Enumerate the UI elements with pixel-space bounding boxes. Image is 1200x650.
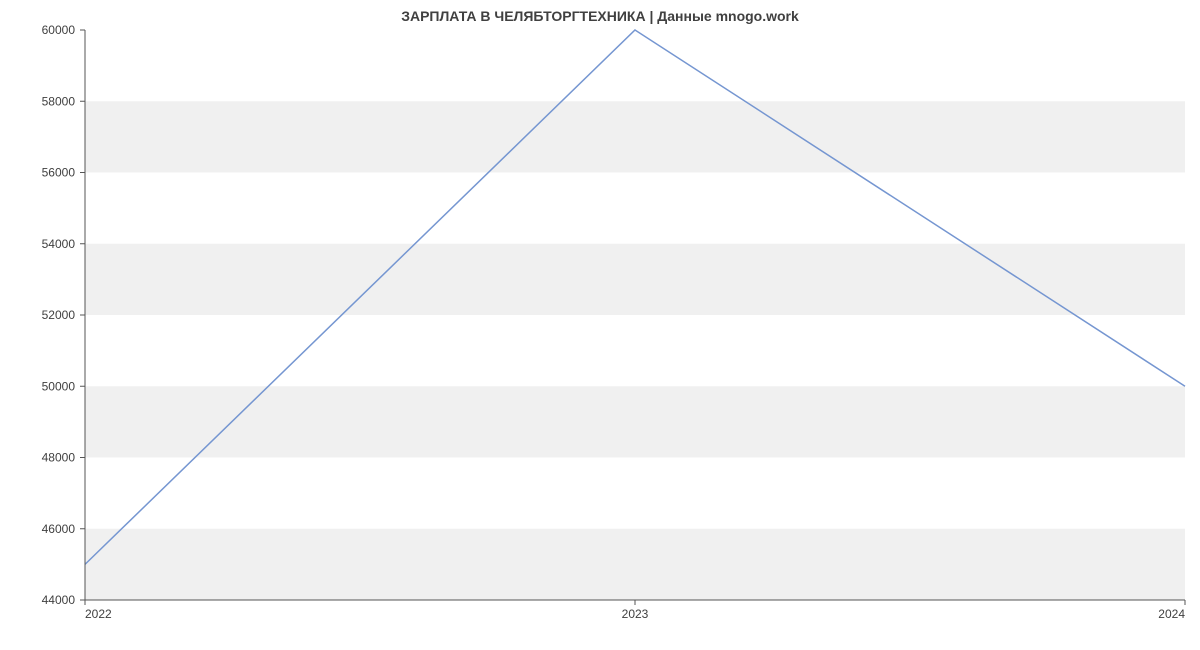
y-tick-label: 44000 [42,593,76,607]
y-tick-label: 54000 [42,237,76,251]
y-tick-label: 48000 [42,451,76,465]
y-tick-label: 60000 [42,23,76,37]
y-tick-label: 50000 [42,379,76,393]
x-tick-label: 2023 [622,607,649,621]
x-tick-label: 2022 [85,607,112,621]
y-tick-label: 52000 [42,308,76,322]
grid-band [85,101,1185,172]
y-tick-label: 56000 [42,166,76,180]
grid-band [85,386,1185,457]
y-tick-label: 58000 [42,94,76,108]
salary-chart: ЗАРПЛАТА В ЧЕЛЯБТОРГТЕХНИКА | Данные mno… [0,0,1200,650]
y-tick-label: 46000 [42,522,76,536]
x-tick-label: 2024 [1158,607,1185,621]
chart-title: ЗАРПЛАТА В ЧЕЛЯБТОРГТЕХНИКА | Данные mno… [0,8,1200,24]
grid-band [85,529,1185,600]
chart-canvas: 44000 46000 48000 50000 52000 54000 56000 58000… [0,0,1200,650]
